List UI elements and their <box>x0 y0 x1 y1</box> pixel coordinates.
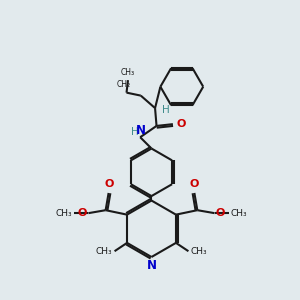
Text: O: O <box>78 208 87 218</box>
Text: H: H <box>162 106 169 116</box>
Text: CH₃: CH₃ <box>95 247 112 256</box>
Text: N: N <box>146 260 157 272</box>
Text: N: N <box>136 124 146 136</box>
Text: CH₃: CH₃ <box>231 209 247 218</box>
Text: O: O <box>176 118 186 128</box>
Text: CH₃: CH₃ <box>121 68 135 77</box>
Text: O: O <box>104 179 114 189</box>
Text: CH₃: CH₃ <box>191 247 207 256</box>
Text: O: O <box>216 208 225 218</box>
Text: CH₃: CH₃ <box>56 209 72 218</box>
Text: O: O <box>189 179 199 189</box>
Text: H: H <box>131 127 139 136</box>
Text: CH₂: CH₂ <box>117 80 131 89</box>
